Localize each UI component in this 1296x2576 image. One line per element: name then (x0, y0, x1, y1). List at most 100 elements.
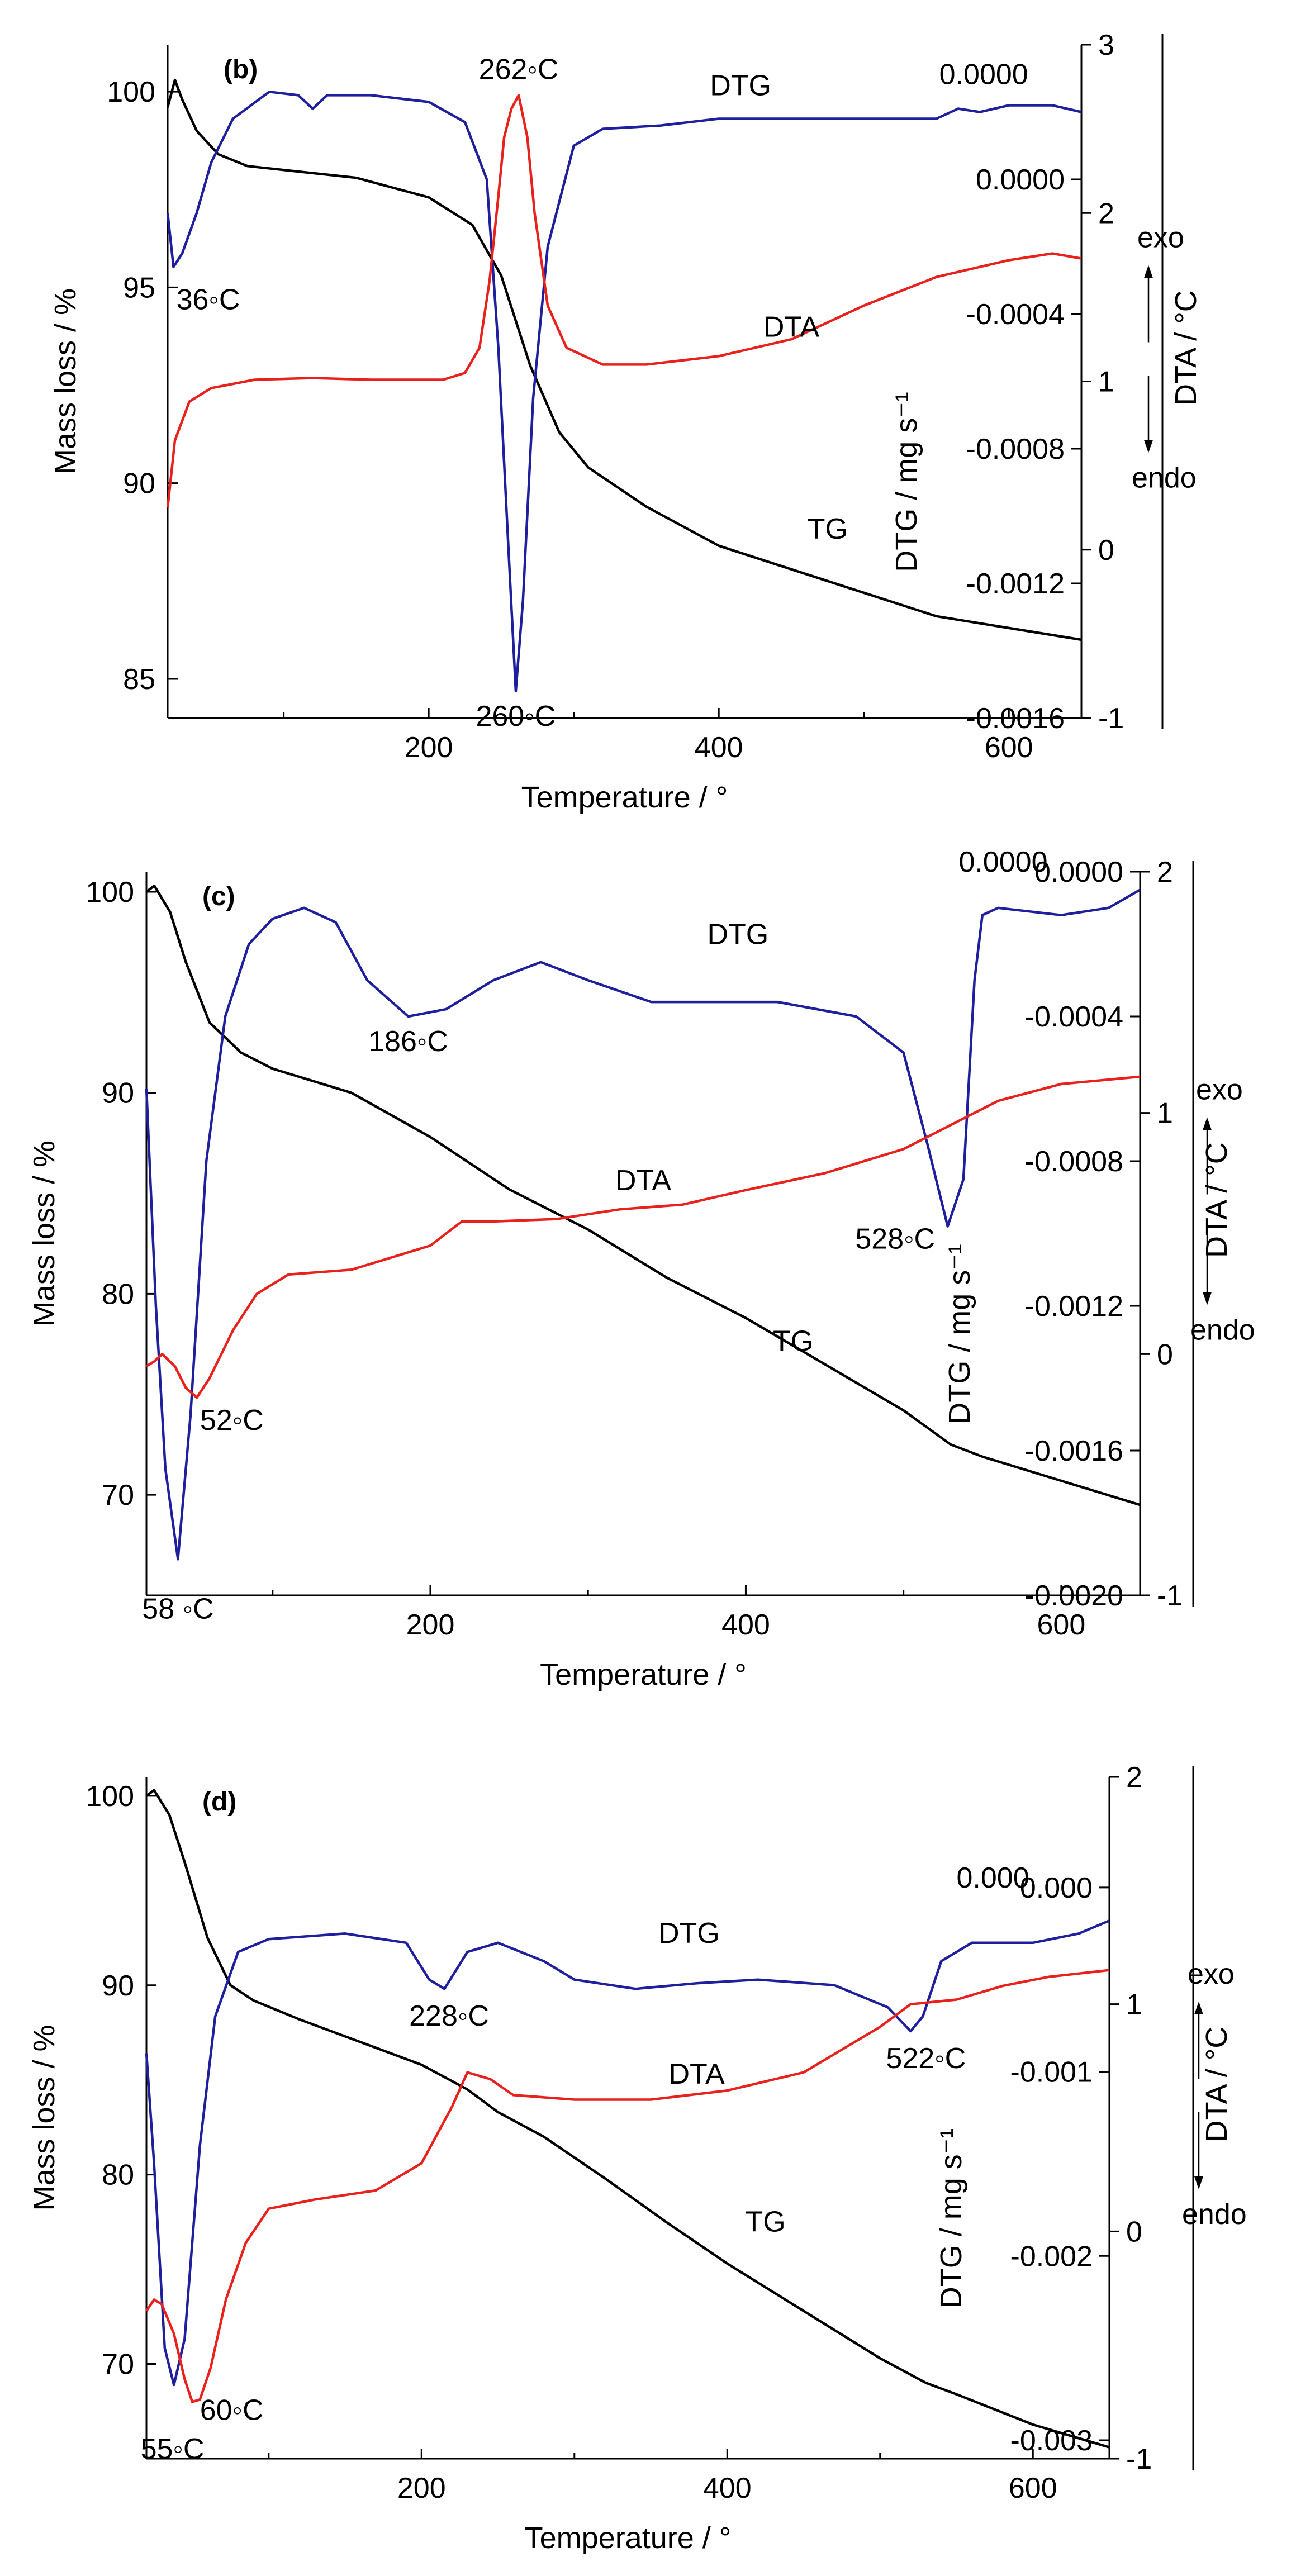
y-tick-label: 85 (123, 663, 155, 696)
x-tick-label: 600 (1009, 2472, 1057, 2504)
y2-axis-title: DTG / mg s⁻¹ (943, 1244, 976, 1424)
exo-arrowhead (1194, 2002, 1203, 2014)
series-line-dtg (145, 1919, 1110, 2387)
y3-tick-label: 2 (1126, 1761, 1142, 1794)
y2-tick-label: -0.0016 (966, 702, 1065, 735)
series-line-tg (145, 884, 1141, 1506)
annotation-label: 58 ◦C (142, 1593, 213, 1625)
series-line-dta (145, 1075, 1141, 1399)
x-axis-title: Temperature / ° (525, 2521, 732, 2555)
y3-tick-label: 1 (1098, 366, 1114, 398)
annotation-label: DTG (707, 919, 768, 951)
y2-tick-label: 0.0000 (1034, 856, 1123, 888)
y2-axis-title: DTG / mg s⁻¹ (934, 2128, 968, 2309)
y-axis-title: Mass loss / % (27, 2024, 61, 2211)
y-tick-label: 100 (86, 1780, 134, 1813)
y2-tick-label: -0.0004 (966, 298, 1065, 331)
endo-label: endo (1182, 2198, 1247, 2231)
annotation-label: 522◦C (886, 2042, 966, 2075)
y2-tick-label: -0.0016 (1025, 1435, 1123, 1467)
y3-tick-label: -1 (1157, 1580, 1183, 1612)
y2-tick-label: -0.0008 (966, 433, 1065, 465)
y-tick-label: 80 (102, 2159, 134, 2192)
y3-axis-title: DTA / °C (1200, 1142, 1233, 1258)
y2-tick-label: -0.002 (1010, 2240, 1093, 2273)
annotation-label: 528◦C (855, 1223, 935, 1256)
annotation-label: DTA (763, 311, 819, 343)
y2-tick-label: -0.0020 (1025, 1580, 1123, 1612)
panel-label: (c) (202, 882, 235, 911)
series-line-tg (145, 1789, 1110, 2449)
annotation-label: 260◦C (476, 700, 556, 733)
y-tick-label: 90 (123, 468, 155, 500)
exo-label: exo (1196, 1074, 1243, 1106)
chart-panel-1: 200 400 600 70 80 90 100 -0.0020 -0.0016 -0.0012 -… (27, 846, 1255, 1691)
series-line-tg (166, 78, 1082, 641)
panel-label: (d) (202, 1787, 236, 1817)
series-line-dta (166, 94, 1082, 508)
x-tick-label: 400 (695, 731, 743, 764)
y3-axis-title: DTA / °C (1200, 2027, 1233, 2142)
exo-arrowhead (1144, 265, 1153, 278)
y3-tick-label: -1 (1126, 2443, 1152, 2475)
panel-label: (b) (224, 55, 258, 84)
series-line-dtg (145, 888, 1141, 1561)
y3-tick-label: 0 (1157, 1338, 1173, 1371)
x-axis-title: Temperature / ° (521, 781, 728, 814)
exo-label: exo (1188, 1958, 1235, 1990)
annotation-label: 186◦C (368, 1025, 448, 1058)
annotation-label: 0.000 (957, 1862, 1029, 1894)
y2-tick-label: -0.001 (1010, 2056, 1093, 2089)
annotation-label: TG (808, 513, 848, 545)
x-tick-label: 200 (405, 731, 453, 764)
endo-label: endo (1190, 1314, 1255, 1347)
y3-tick-label: 0 (1126, 2216, 1142, 2248)
y2-tick-label: -0.0004 (1025, 1001, 1123, 1033)
x-tick-label: 200 (397, 2472, 446, 2504)
endo-arrowhead (1194, 2176, 1203, 2189)
exo-label: exo (1137, 222, 1184, 254)
annotation-label: DTA (615, 1165, 671, 1197)
annotation-label: DTG (658, 1917, 720, 1950)
x-tick-label: 400 (703, 2472, 752, 2504)
y-tick-label: 90 (102, 1970, 134, 2002)
y2-tick-label: -0.0012 (1025, 1290, 1123, 1323)
y3-tick-label: 1 (1126, 1989, 1142, 2021)
y3-tick-label: 1 (1157, 1097, 1173, 1130)
annotation-label: 262◦C (479, 53, 559, 85)
y3-tick-label: 0 (1098, 534, 1114, 567)
y3-axis-title: DTA / °C (1169, 290, 1203, 406)
y3-tick-label: -1 (1098, 702, 1124, 735)
endo-arrowhead (1144, 440, 1153, 453)
annotation-label: DTG (710, 69, 771, 102)
chart-panel-0: 200 400 600 85 90 95 100 -0.0016 -0.0012 -0.0008 -… (49, 29, 1203, 814)
endo-arrowhead (1203, 1292, 1212, 1305)
y2-axis-title: DTG / mg s⁻¹ (890, 392, 923, 572)
annotation-label: DTA (669, 2058, 725, 2090)
annotation-label: TG (773, 1325, 813, 1357)
y2-tick-label: -0.0008 (1025, 1146, 1123, 1178)
x-tick-label: 600 (985, 731, 1033, 764)
y2-tick-label: -0.0012 (966, 568, 1065, 600)
series-line-dtg (166, 91, 1082, 693)
y-tick-label: 90 (102, 1077, 134, 1110)
annotation-label: 228◦C (409, 2000, 489, 2032)
y-tick-label: 95 (123, 272, 155, 304)
y3-tick-label: 2 (1098, 197, 1114, 230)
annotation-label: 60◦C (200, 2394, 264, 2426)
annotation-label: 0.0000 (939, 58, 1028, 91)
exo-arrowhead (1203, 1117, 1212, 1130)
x-tick-label: 400 (721, 1609, 770, 1641)
series-line-dta (145, 1969, 1110, 2403)
y-tick-label: 70 (102, 1479, 134, 1512)
chart-panel-2: 200 400 600708090100-0.003-0.002-0.0010.00… (27, 1761, 1247, 2555)
y-tick-label: 70 (102, 2349, 134, 2381)
y3-tick-label: 2 (1157, 856, 1173, 888)
x-tick-label: 200 (406, 1609, 455, 1641)
x-tick-label: 600 (1037, 1609, 1086, 1641)
y-axis-title: Mass loss / % (27, 1140, 61, 1327)
y2-tick-label: 0.000 (1020, 1872, 1093, 1904)
y-tick-label: 100 (86, 876, 134, 909)
y-tick-label: 100 (107, 76, 155, 108)
